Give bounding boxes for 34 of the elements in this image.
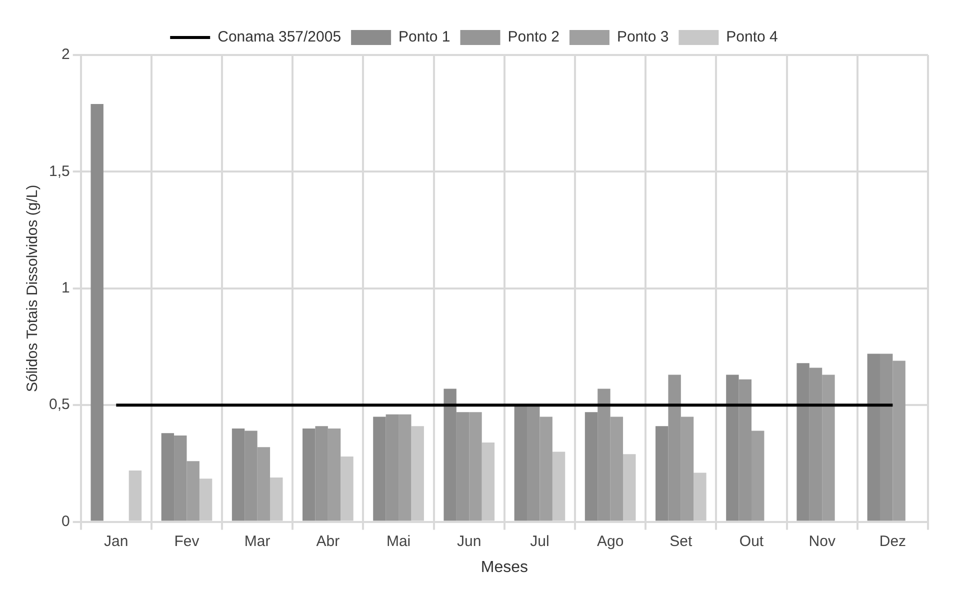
x-tick-label: Out (739, 532, 764, 550)
bar (552, 452, 566, 521)
x-tick-label: Fev (174, 532, 200, 550)
bar (199, 478, 212, 521)
legend-label: Ponto 4 (726, 28, 778, 46)
legend-label: Ponto 3 (616, 28, 669, 46)
x-axis-title: Meses (480, 558, 528, 576)
x-tick-label: Nov (808, 532, 836, 550)
bar (128, 470, 142, 521)
x-tick-label: Dez (879, 532, 906, 550)
x-tick-label: Jul (530, 532, 550, 550)
y-tick-label: 0 (62, 512, 70, 530)
x-tick-label: Set (670, 532, 694, 550)
legend-label: Ponto 2 (508, 28, 560, 46)
legend-label: Ponto 1 (398, 28, 450, 46)
bar (340, 456, 354, 521)
bar (482, 442, 495, 521)
y-tick-label: 0,5 (48, 396, 70, 414)
x-tick-label: Abr (316, 532, 340, 550)
bar (694, 472, 706, 521)
legend-label: Conama 357/2005 (218, 28, 342, 46)
y-tick-label: 1 (62, 280, 70, 297)
bar (623, 454, 636, 521)
x-tick-label: Mai (386, 532, 411, 550)
x-tick-label: Mar (244, 532, 270, 550)
y-axis-title: Sólidos Totais Dissolvidos (g/L) (24, 184, 42, 392)
x-tick-label: Ago (596, 532, 624, 550)
bar (411, 426, 424, 521)
bar (270, 477, 283, 521)
y-tick-label: 1,5 (48, 162, 70, 180)
y-tick-label: 2 (62, 46, 70, 64)
x-tick-label: Jan (104, 532, 128, 550)
bar (90, 104, 104, 521)
x-tick-label: Jun (457, 532, 482, 550)
